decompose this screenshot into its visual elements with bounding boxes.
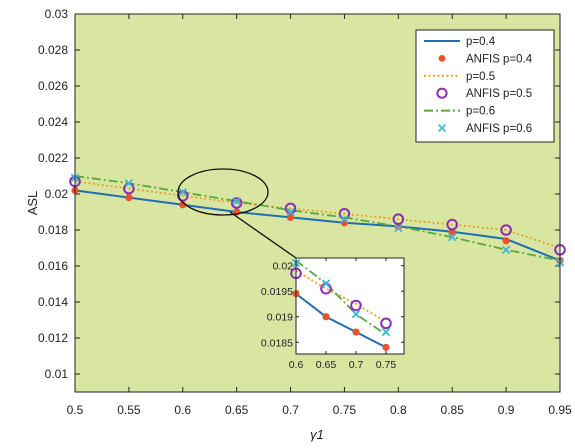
inset-series-1-point <box>322 313 330 321</box>
main-series-5-point <box>124 178 134 188</box>
main-y-tick-label: 0.02 <box>45 187 69 201</box>
main-series-3-point <box>446 218 459 231</box>
main-y-tick-label: 0.026 <box>38 79 68 93</box>
legend-swatch-3 <box>436 87 448 99</box>
x-axis-title: γ1 <box>310 427 324 442</box>
main-y-tick-label: 0.01 <box>45 367 69 381</box>
legend: p=0.4 ANFIS p=0.4 p=0.5 ANFIS p=0.5 p=0.6 ANF… <box>415 29 555 143</box>
legend-entry-label: p=0.5 <box>466 71 495 83</box>
main-x-tick-label: 0.85 <box>441 403 465 417</box>
main-series-lines <box>74 175 561 262</box>
main-series-1-point <box>502 237 510 245</box>
legend-entry-label: ANFIS p=0.4 <box>466 53 533 65</box>
main-series-5-point <box>340 214 349 224</box>
main-series-3-point <box>500 224 512 236</box>
main-series-5-point <box>232 196 241 206</box>
main-series-5-point <box>286 207 295 217</box>
main-x-tick-label: 0.5 <box>67 403 84 417</box>
inset-series-5-point <box>381 327 391 337</box>
main-x-tick-label: 0.8 <box>390 403 407 417</box>
legend-entry-label: p=0.6 <box>466 106 495 118</box>
legend-swatch-1 <box>438 55 446 62</box>
inset-series-5-point <box>351 309 361 319</box>
main-series-5-point <box>501 245 511 255</box>
legend-box <box>415 29 555 143</box>
legend-entry-label: ANFIS p=0.5 <box>466 88 532 100</box>
main-y-tick-label: 0.03 <box>45 7 69 21</box>
main-x-tick-label: 0.9 <box>498 403 515 417</box>
main-series-1-point <box>125 194 133 202</box>
main-x-tick-label: 0.6 <box>174 403 191 417</box>
main-series-5-point <box>394 223 403 233</box>
inset-y-tick-label: 0.019 <box>267 312 293 324</box>
inset-y-tick-label: 0.02 <box>273 261 294 273</box>
main-axes: 0.5 0.55 0.6 0.65 0.7 0.75 0.8 0.85 0.9 0.95 0.01 0… <box>38 7 572 417</box>
zoom-connector-line <box>229 211 297 259</box>
main-y-tick-label: 0.022 <box>38 151 68 165</box>
inset-x-tick-label: 0.7 <box>349 359 364 371</box>
main-series-3-point <box>392 213 405 225</box>
main-series-1-point <box>179 201 187 209</box>
inset-y-tick-label: 0.0185 <box>261 337 293 349</box>
main-y-tick-label: 0.016 <box>38 259 68 273</box>
inset-series-1-point <box>352 328 360 336</box>
main-x-tick-label: 0.7 <box>282 403 299 417</box>
main-series-3-point <box>230 197 243 209</box>
main-x-tick-label: 0.75 <box>333 403 357 417</box>
main-series-1-point <box>286 213 295 221</box>
main-y-tick-label: 0.024 <box>38 115 68 129</box>
legend-entry-label: ANFIS p=0.6 <box>466 123 532 135</box>
main-x-tick-label: 0.95 <box>548 403 572 417</box>
inset-frame <box>295 257 405 355</box>
main-x-tick-label: 0.55 <box>117 403 141 417</box>
inset-axes: 0.6 0.65 0.7 0.75 0.0185 0.019 0.0195 0.02 <box>261 258 404 371</box>
inset-series-1-point <box>382 343 390 351</box>
main-series-5-point <box>178 187 188 197</box>
inset-x-tick-label: 0.6 <box>289 359 304 371</box>
main-x-tick-label: 0.65 <box>225 403 249 417</box>
main-y-tick-label: 0.014 <box>38 295 68 309</box>
main-y-tick-label: 0.018 <box>38 223 68 237</box>
inset-x-tick-label: 0.65 <box>316 359 337 371</box>
legend-entry-label: p=0.4 <box>466 36 496 48</box>
main-series-line-2 <box>74 180 561 249</box>
main-y-tick-label: 0.028 <box>38 43 68 57</box>
legend-swatch-5 <box>437 123 447 133</box>
inset-series-line-2 <box>295 269 387 323</box>
inset-series-5-point <box>321 279 331 288</box>
inset-series-lines <box>295 259 387 349</box>
inset-y-tick-label: 0.0195 <box>261 286 293 298</box>
main-y-tick-label: 0.012 <box>38 331 68 345</box>
zoom-ellipse <box>177 168 269 216</box>
main-series-line-0 <box>74 189 561 262</box>
inset-x-tick-label: 0.75 <box>376 359 397 371</box>
inset-series-3-point <box>380 317 392 330</box>
inset-series-line-4 <box>295 259 387 336</box>
inset-series-line-0 <box>295 292 387 349</box>
plot-frame <box>74 13 561 393</box>
inset-series-markers <box>290 258 392 351</box>
main-series-5-point <box>447 232 457 242</box>
inset-series-3-point <box>350 299 362 312</box>
y-axis-title: ASL <box>25 191 40 216</box>
main-series-line-4 <box>74 175 561 262</box>
